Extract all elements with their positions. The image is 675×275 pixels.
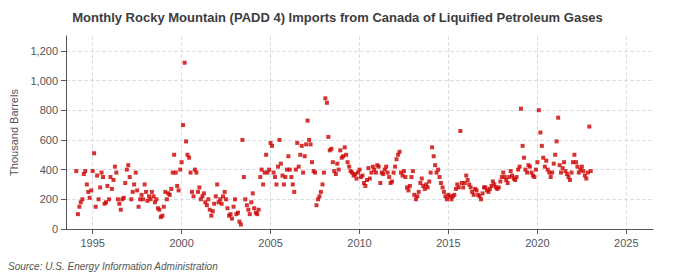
svg-text:2020: 2020: [525, 237, 549, 249]
svg-text:2025: 2025: [614, 237, 638, 249]
svg-text:600: 600: [40, 134, 58, 146]
svg-text:Thousand Barrels: Thousand Barrels: [8, 89, 20, 176]
svg-text:0: 0: [52, 223, 58, 235]
svg-text:1,200: 1,200: [30, 45, 58, 57]
svg-text:2005: 2005: [258, 237, 282, 249]
svg-text:2015: 2015: [436, 237, 460, 249]
svg-text:1995: 1995: [80, 237, 104, 249]
svg-text:2010: 2010: [347, 237, 371, 249]
svg-text:200: 200: [40, 193, 58, 205]
svg-text:400: 400: [40, 164, 58, 176]
svg-text:800: 800: [40, 104, 58, 116]
svg-text:2000: 2000: [169, 237, 193, 249]
svg-text:Source: U.S. Energy Informatio: Source: U.S. Energy Information Administ…: [8, 261, 218, 272]
svg-text:Monthly Rocky Mountain (PADD 4: Monthly Rocky Mountain (PADD 4) Imports …: [72, 10, 603, 25]
svg-text:1,000: 1,000: [30, 75, 58, 87]
